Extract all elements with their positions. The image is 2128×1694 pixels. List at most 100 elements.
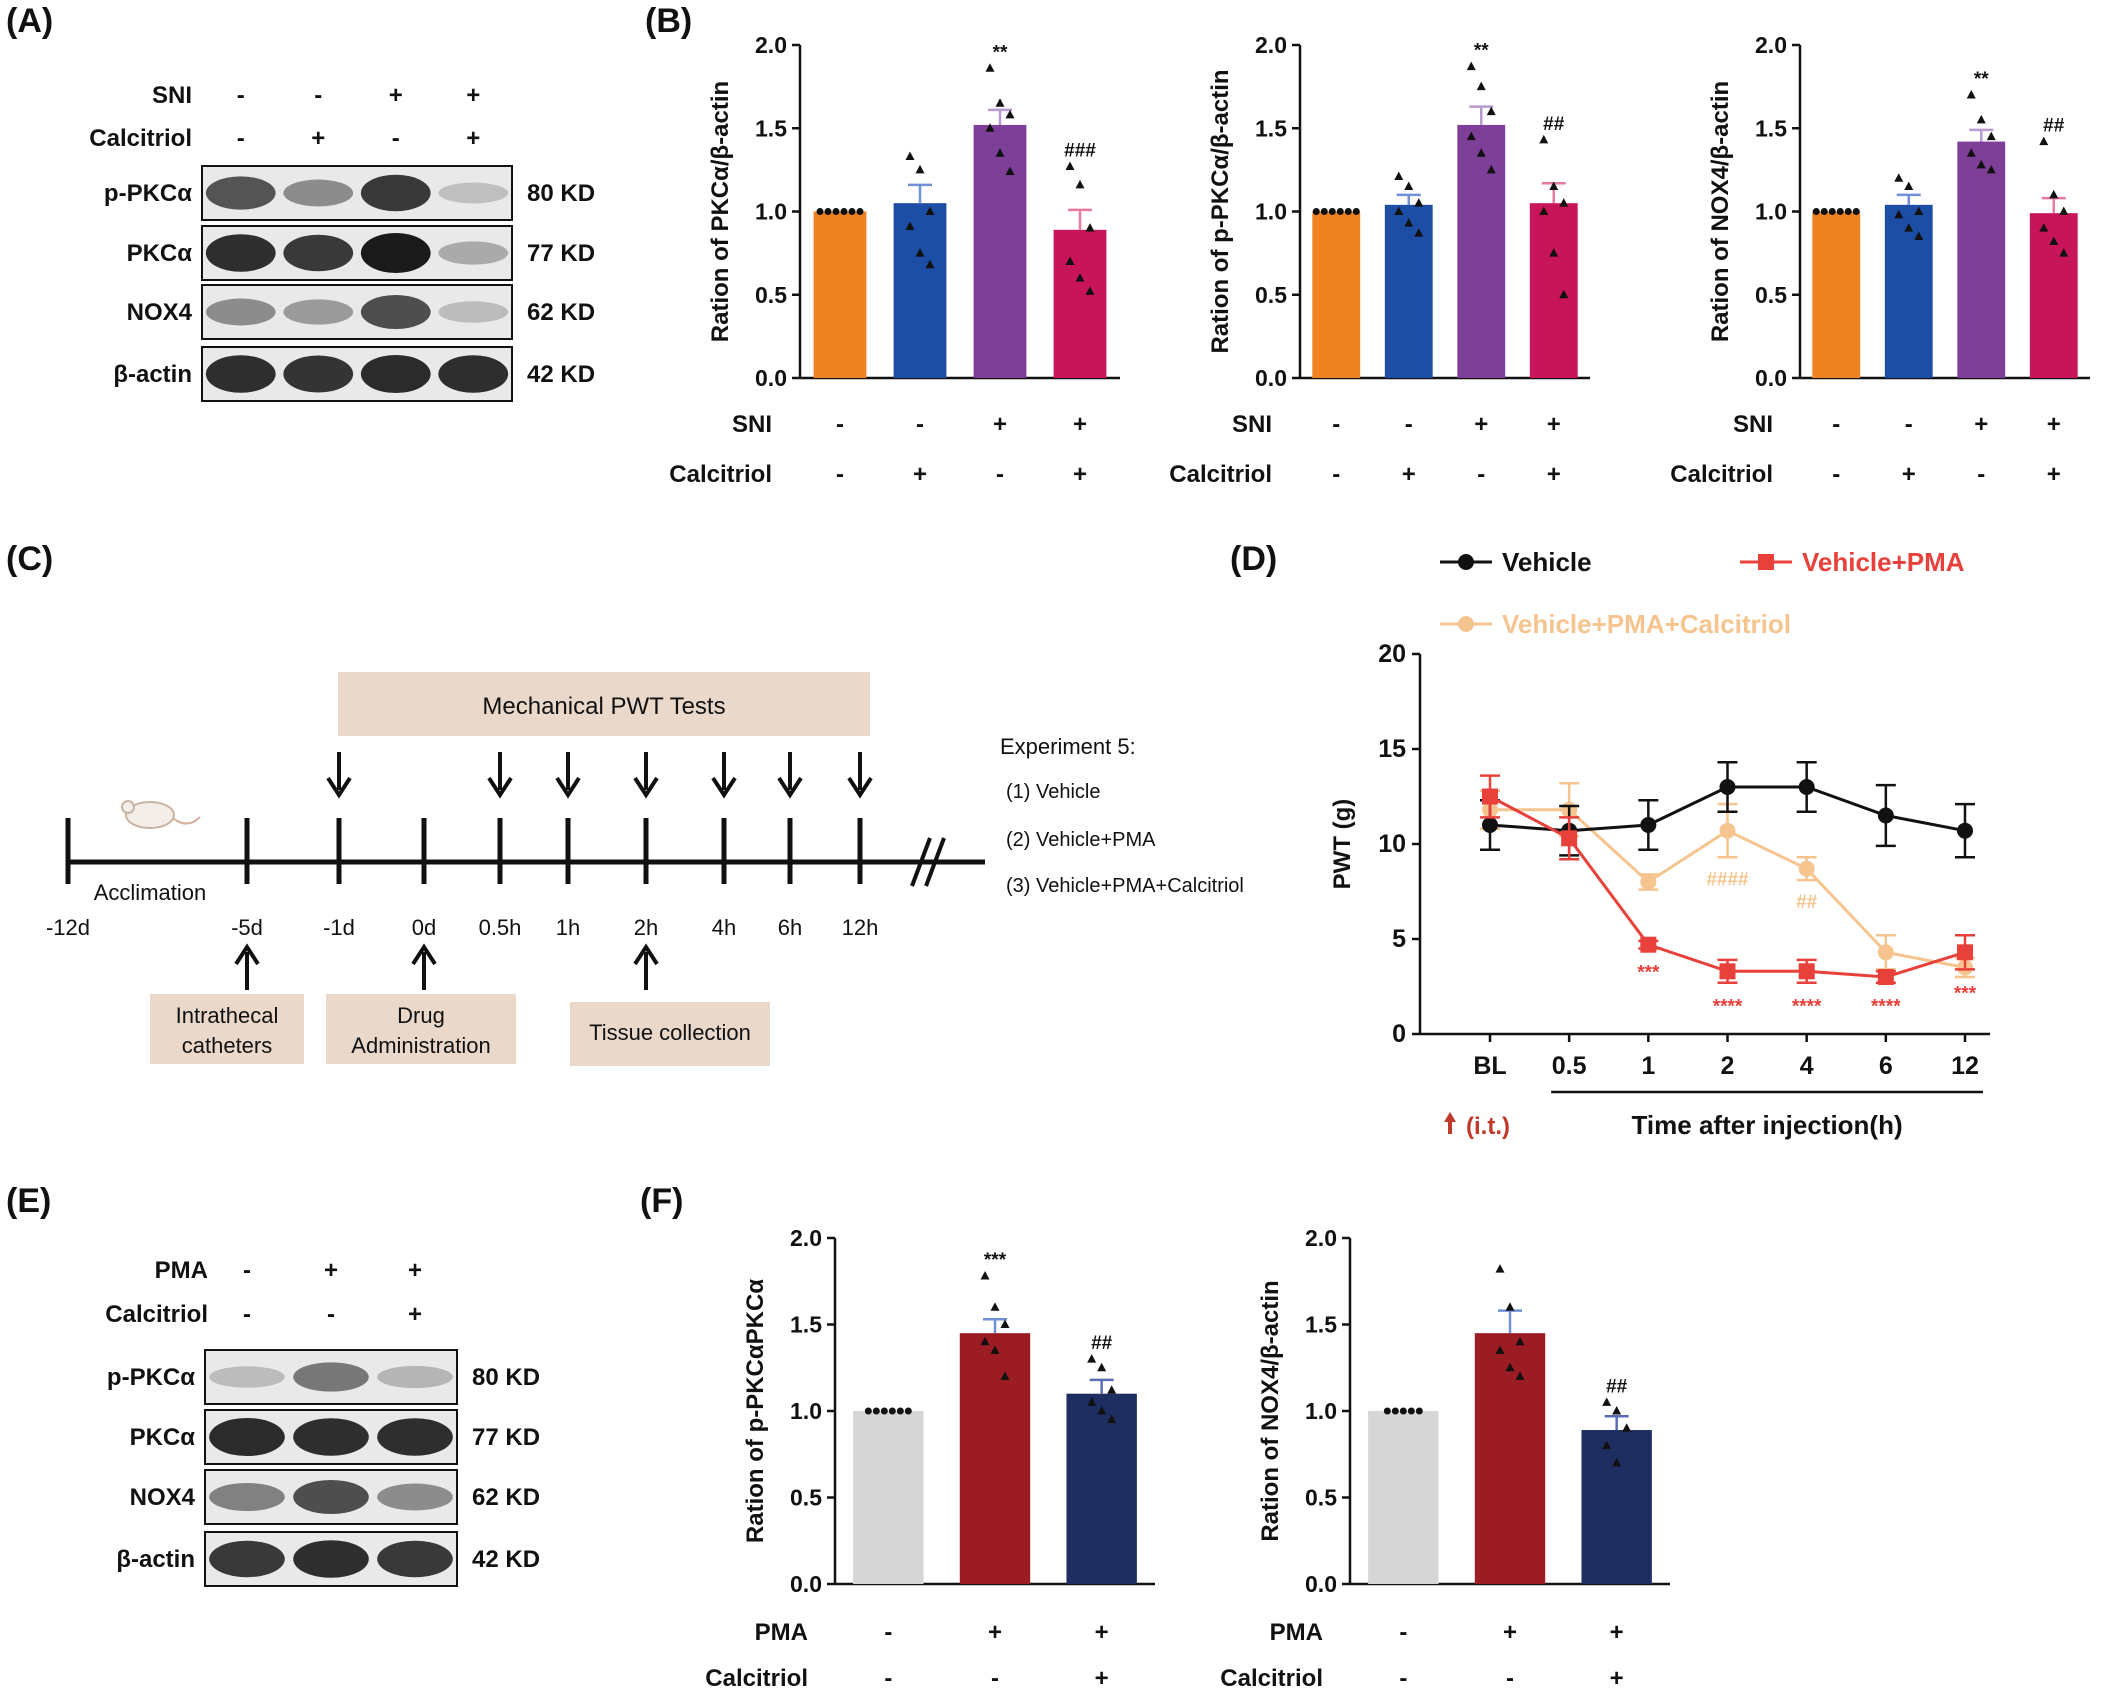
legend-label: Vehicle+PMA [1802,547,1965,577]
timeline-day-label: 0d [412,915,436,940]
condition-sign: - [1405,411,1413,438]
data-point [2039,223,2049,232]
blot-band [205,298,276,326]
blot-band [360,294,431,330]
blot-band [283,299,354,325]
condition-sign: - [996,461,1004,488]
condition-sign: - [1977,461,1985,488]
bar [1529,203,1578,378]
bar [1312,211,1361,378]
data-point [995,98,1005,107]
data-point [1505,1302,1515,1311]
condition-sign: - [327,1301,335,1328]
data-point [1352,208,1360,215]
blot-band [293,1418,369,1456]
data-point [1476,81,1486,91]
down-arrow-head [711,776,737,799]
condition-sign: - [1832,411,1840,438]
condition-sign: + [408,1257,422,1284]
event-box-drug [326,994,516,1064]
data-point [880,1407,888,1415]
condition-label: SNI [732,411,772,438]
y-axis-title: Ration of p-PKCα/β-actin [1207,69,1234,353]
condition-sign: - [237,125,245,152]
data-point [980,1271,990,1280]
condition-sign: + [466,82,480,109]
y-tick-label: 2.0 [1255,32,1287,58]
condition-sign: + [1073,411,1087,438]
y-tick-label: 1.0 [1755,199,1787,225]
condition-label: Calcitriol [1670,461,1773,488]
timeline-day-label: 2h [634,915,658,940]
event-box-tissue [570,1002,770,1066]
data-point [905,221,915,230]
down-arrow-head [555,776,581,799]
bar [973,124,1027,378]
condition-sign: - [314,82,322,109]
data-point [1622,1423,1632,1432]
data-point [1894,209,1904,219]
data-point [1640,817,1657,833]
data-point [2049,189,2059,199]
pwt-tests-box [338,672,870,736]
data-point [1097,1362,1107,1372]
bar [813,211,867,378]
data-point [1005,109,1015,119]
legend-marker [1458,554,1474,570]
data-point [1107,1385,1117,1394]
data-point [1383,1407,1391,1415]
blot-band [377,1365,453,1389]
event-drug-line1: Drug [397,1003,445,1028]
data-point [1976,159,1986,169]
x-axis-title: Time after injection(h) [1632,1110,1903,1140]
condition-sign: - [1332,411,1340,438]
condition-sign: - [392,125,400,152]
blot-band [283,234,354,272]
blot-row-label: PKCα [130,1424,196,1451]
condition-sign: + [1095,1619,1109,1646]
condition-sign: - [991,1665,999,1692]
down-arrow-head [633,776,659,799]
injection-label: (i.t.) [1466,1113,1510,1140]
condition-label: SNI [1733,411,1773,438]
data-point [1107,1414,1117,1424]
data-point [2039,136,2049,146]
condition-sign: - [243,1301,251,1328]
data-point [985,123,995,132]
down-arrow-head [847,776,873,799]
mouse-icon [121,800,201,829]
data-point [1612,1457,1622,1467]
data-point [2049,236,2059,245]
data-point [1976,114,1986,124]
blot-band [438,301,509,323]
y-tick-label: 2.0 [1755,32,1787,58]
data-point [1097,1406,1107,1415]
blot-band [377,1483,453,1511]
blot-row-label: p-PKCα [104,180,192,207]
blot-row-label: NOX4 [130,1484,196,1511]
data-point [1966,89,1976,99]
blot-row-label: NOX4 [127,299,193,326]
condition-sign: - [1832,461,1840,488]
data-point [1966,148,1976,157]
significance-label: **** [1713,997,1743,1018]
data-point [864,1407,872,1415]
y-tick-label: 0.5 [790,1485,822,1511]
down-arrow-head [326,776,352,799]
experiment-timeline: Mechanical PWT Tests -12d -5d -1d 0d 0.5h 1h 2… [46,672,1244,1066]
blot-band [360,233,431,273]
data-point [905,151,915,161]
condition-sign: + [1974,411,1988,438]
kd-label: 62 KD [472,1484,540,1511]
data-point [1328,208,1336,215]
timeline-day-label: 1h [556,915,580,940]
blot-band [283,355,354,393]
data-point [1404,218,1414,227]
blot-band [293,1479,369,1515]
bar [893,203,947,378]
data-point [1719,779,1736,795]
condition-sign: + [2047,461,2061,488]
down-arrow-head [487,776,513,799]
condition-sign: + [1474,411,1488,438]
